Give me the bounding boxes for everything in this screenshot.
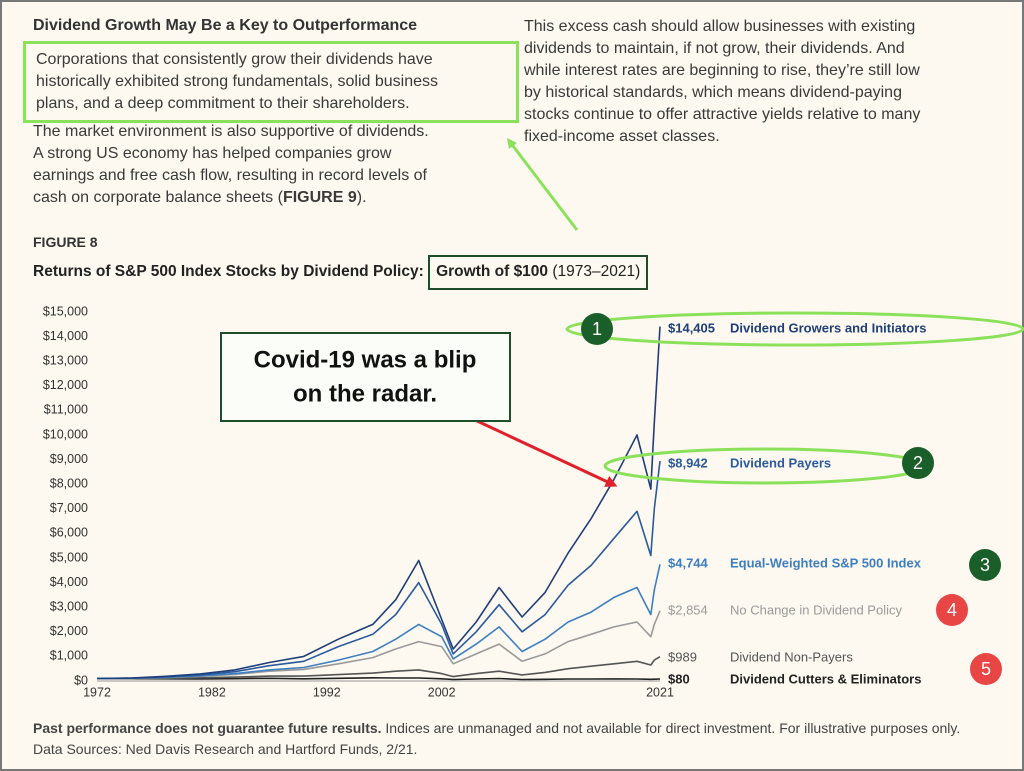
badge-number: 2 [913,453,923,473]
badge [969,549,1001,581]
text: cash on corporate balance sheets ( [33,189,283,206]
badge [902,447,934,479]
badge [581,313,613,345]
text-line: stocks continue to offer attractive yiel… [524,106,921,123]
y-tick-label: $9,000 [50,452,88,466]
y-tick-label: $15,000 [43,304,88,318]
chart-title: Returns of S&P 500 Index Stocks by Divid… [33,255,649,290]
x-tick-label: 2002 [428,685,456,699]
y-tick-label: $3,000 [50,599,88,613]
end-value-label: $8,942 [668,455,708,470]
text-line: while interest rates are beginning to ri… [524,62,920,79]
footer: Past performance does not guarantee futu… [33,718,993,760]
paragraph: This excess cash should allow businesses… [524,16,920,148]
text-line: cash on corporate balance sheets (FIGURE… [33,187,429,209]
badge [970,653,1002,685]
paragraph: The market environment is also supportiv… [33,121,429,209]
paragraph-highlighted: Corporations that consistently grow thei… [23,41,519,123]
series-label: Dividend Cutters & Eliminators [730,671,921,686]
x-tick-label: 2021 [646,685,674,699]
heading: Dividend Growth May Be a Key to Outperfo… [33,17,418,34]
y-tick-label: $7,000 [50,501,88,515]
title-highlight: Growth of $100 [436,263,549,280]
footer-text: Indices are unmanaged and not available … [33,720,961,757]
text-line: This excess cash should allow businesses… [524,18,916,35]
series-line [96,460,661,680]
series-label: Dividend Payers [730,455,831,470]
green-arrow [506,138,579,231]
text-line: The market environment is also supportiv… [33,123,429,140]
title-highlight-box: Growth of $100 (1973–2021) [428,255,649,290]
y-tick-label: $6,000 [50,526,88,540]
badge-number: 5 [981,659,991,679]
series-line [96,677,661,681]
x-tick-label: 1992 [313,685,341,699]
y-tick-label: $4,000 [50,575,88,589]
end-value-label: $4,744 [668,555,709,570]
badge-number: 1 [592,319,602,339]
y-tick-label: $0 [74,673,88,687]
figure-ref: FIGURE 9 [282,189,357,206]
title-text: Returns of S&P 500 Index Stocks by Divid… [33,263,429,280]
callout-box [220,332,511,422]
y-tick-label: $1,000 [50,649,88,663]
footer-bold: Past performance does not guarantee futu… [33,720,382,736]
series-label: Dividend Growers and Initiators [730,320,926,335]
text-line: A strong US economy has helped companies… [33,145,392,162]
badge-number: 4 [947,600,957,620]
callout-text: on the radar. [293,380,437,407]
y-tick-label: $10,000 [43,427,88,441]
y-tick-label: $14,000 [43,329,88,343]
text-line: historically exhibited strong fundamenta… [36,73,438,90]
y-tick-label: $12,000 [43,378,88,392]
end-value-label: $14,405 [668,320,715,335]
text: ). [356,189,367,206]
callout-text: Covid-19 was a blip [254,346,477,373]
text-line: earnings and free cash flow, resulting i… [33,167,427,184]
y-tick-label: $11,000 [44,403,88,417]
y-tick-label: $13,000 [43,353,88,367]
text-line: dividends to maintain, if not grow, thei… [524,40,905,57]
text-line: Corporations that consistently grow thei… [36,51,433,68]
highlight-oval [565,311,1024,347]
series-label: Equal-Weighted S&P 500 Index [730,555,922,570]
title-years: (1973–2021) [548,263,641,280]
y-tick-label: $5,000 [50,550,88,564]
text-line: by historical standards, which means div… [524,84,902,101]
y-tick-label: $8,000 [50,476,88,490]
badge-number: 3 [980,555,990,575]
end-value-label: $989 [668,649,697,664]
text-line: fixed-income asset classes. [524,128,720,145]
red-arrow [474,418,618,487]
y-tick-label: $2,000 [50,624,88,638]
x-tick-label: 1972 [83,685,111,699]
figure-label: FIGURE 8 [33,234,98,250]
end-value-label: $80 [668,671,690,686]
series-line [97,656,661,680]
text-line: plans, and a deep commitment to their sh… [36,95,410,112]
series-label: Dividend Non-Payers [730,649,853,664]
end-value-label: $2,854 [668,602,708,617]
series-line [96,564,661,680]
x-tick-label: 1982 [198,685,226,699]
badge [936,594,968,626]
series-label: No Change in Dividend Policy [730,602,902,617]
